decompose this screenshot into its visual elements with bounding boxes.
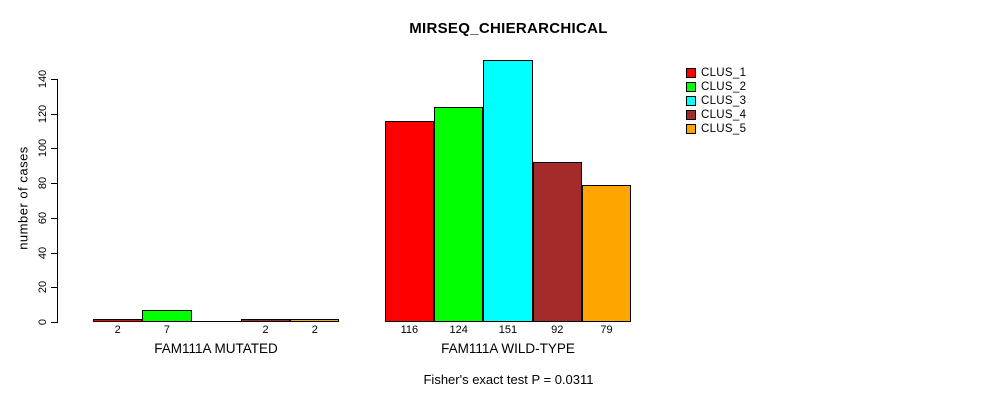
legend-item-clus_1: CLUS_1	[686, 67, 746, 79]
bar-value-label: 124	[449, 324, 468, 336]
legend-swatch-icon	[686, 82, 696, 92]
bar-clus_1-group1	[93, 319, 143, 322]
bar-value-label: 2	[262, 324, 269, 336]
bar-clus_4-group1	[240, 319, 291, 322]
bar-clus_5-group2	[581, 185, 632, 322]
y-tick-mark	[51, 79, 57, 80]
fisher-test-annotation: Fisher's exact test P = 0.0311	[423, 372, 594, 387]
legend-label: CLUS_1	[701, 67, 747, 79]
y-tick-label: 80	[37, 176, 49, 190]
y-tick-mark	[51, 148, 57, 149]
y-axis-label: number of cases	[15, 146, 31, 250]
y-tick-mark	[51, 253, 57, 254]
y-tick-label: 120	[37, 104, 49, 124]
bar-clus_3-group2	[483, 60, 533, 322]
legend-swatch-icon	[686, 96, 696, 106]
y-tick-mark	[51, 322, 57, 323]
legend-item-clus_2: CLUS_2	[686, 81, 746, 93]
bar-clus_5-group1	[290, 319, 340, 322]
bar-value-label: 7	[163, 324, 170, 336]
y-axis-line	[57, 79, 58, 323]
y-tick-label: 20	[37, 280, 49, 294]
group-label-mutated: FAM111A MUTATED	[154, 341, 278, 356]
bar-value-label: 2	[114, 324, 121, 336]
y-tick-label: 60	[37, 211, 49, 225]
legend-swatch-icon	[686, 68, 696, 78]
bar-clus_2-group1	[142, 310, 192, 322]
bar-clus_4-group2	[532, 162, 582, 322]
legend-label: CLUS_4	[701, 109, 747, 121]
bar-value-label: 92	[551, 324, 564, 336]
legend-item-clus_3: CLUS_3	[686, 95, 746, 107]
bar-value-label: 151	[498, 324, 518, 336]
y-tick-mark	[51, 114, 57, 115]
bar-clus_3-group1	[191, 321, 241, 322]
group-label-wildtype: FAM111A WILD-TYPE	[441, 341, 575, 356]
legend-item-clus_5: CLUS_5	[686, 123, 746, 135]
legend-item-clus_4: CLUS_4	[686, 109, 746, 121]
y-tick-mark	[51, 287, 57, 288]
y-tick-mark	[51, 218, 57, 219]
legend-swatch-icon	[686, 124, 696, 134]
y-tick-label: 40	[37, 246, 49, 260]
legend-swatch-icon	[686, 110, 696, 120]
legend-label: CLUS_3	[701, 95, 747, 107]
legend-label: CLUS_5	[701, 123, 747, 135]
bar-value-label: 2	[311, 324, 318, 336]
y-tick-label: 140	[37, 69, 49, 89]
legend-label: CLUS_2	[701, 81, 747, 93]
y-tick-mark	[51, 183, 57, 184]
bar-clus_1-group2	[384, 121, 434, 322]
chart-title: MIRSEQ_CHIERARCHICAL	[409, 20, 608, 37]
y-tick-label: 0	[37, 318, 49, 326]
bar-value-label: 79	[600, 324, 613, 336]
bar-value-label: 116	[400, 324, 419, 336]
bar-clus_2-group2	[434, 107, 484, 322]
y-tick-label: 100	[37, 138, 49, 158]
